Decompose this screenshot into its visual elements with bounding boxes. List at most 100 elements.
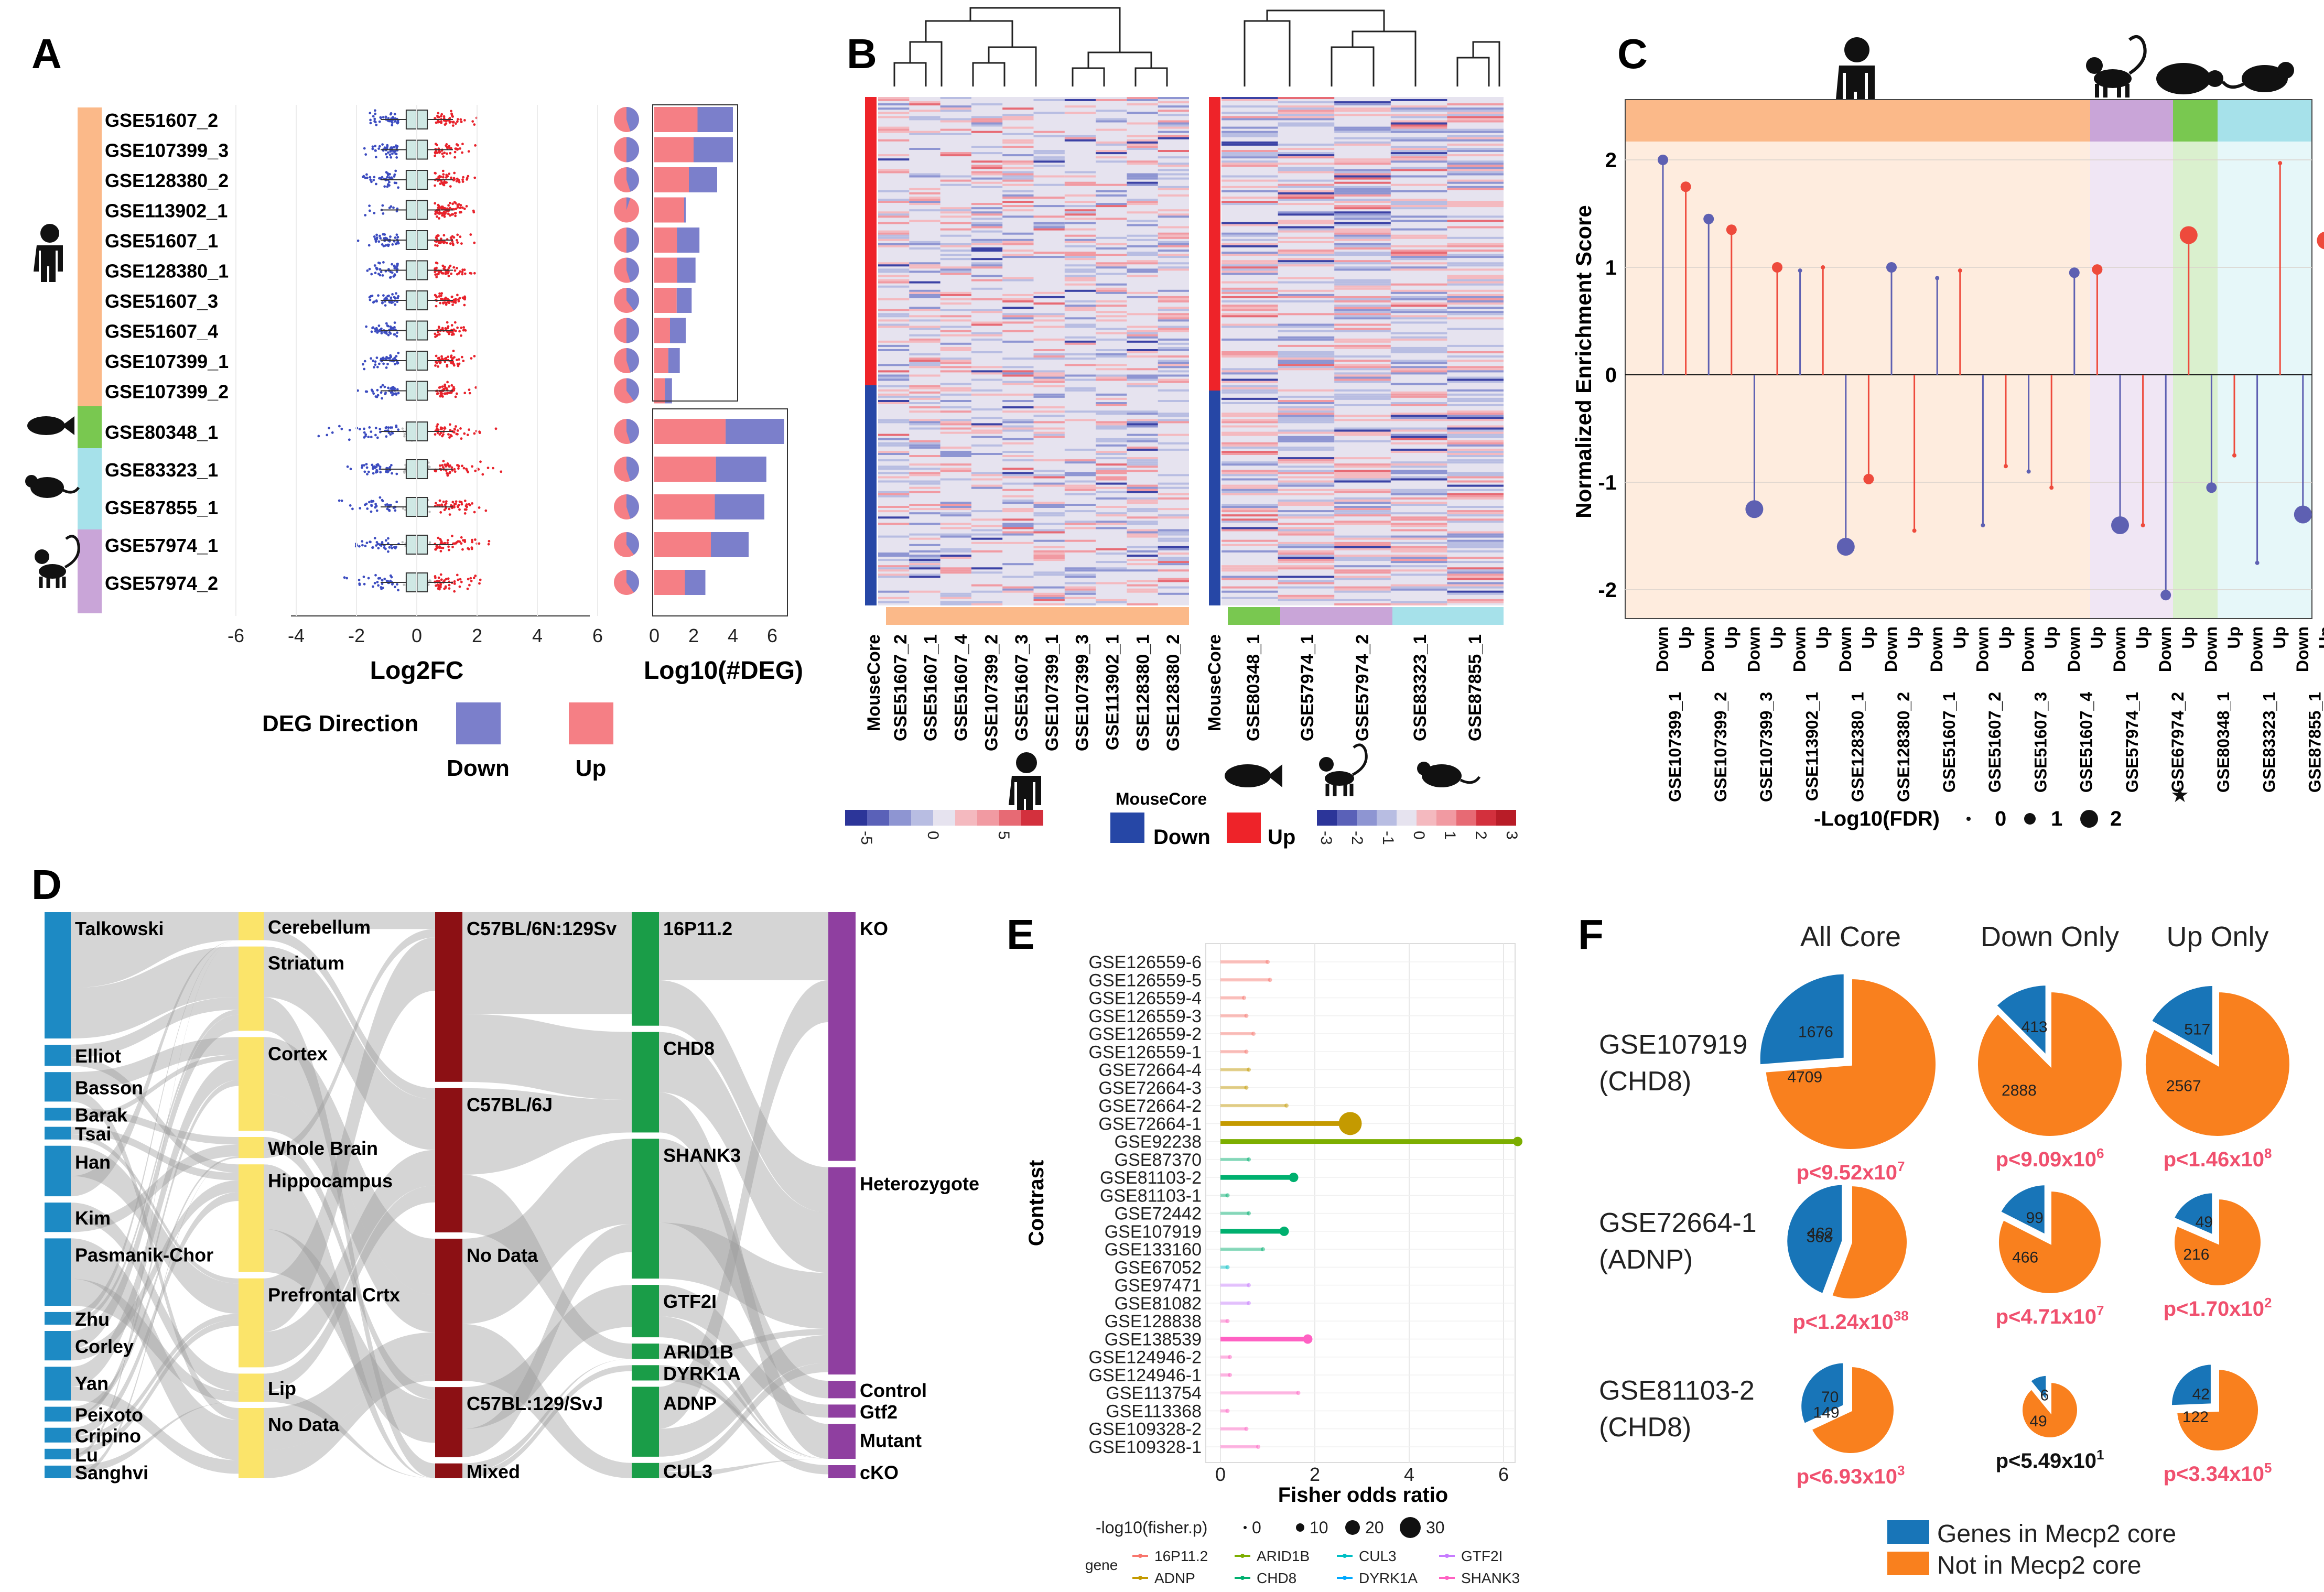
heat-cell <box>1447 114 1504 116</box>
heat-cell <box>1278 116 1335 118</box>
down-point <box>348 429 351 431</box>
up-point <box>440 207 444 210</box>
down-point <box>385 435 388 438</box>
up-point <box>471 502 473 505</box>
heat-cell <box>1334 192 1391 194</box>
heat-cell <box>1390 234 1447 237</box>
heat-cell <box>1222 105 1278 108</box>
up-point <box>450 112 453 115</box>
down-point <box>379 234 381 237</box>
heat-cell <box>1002 254 1034 256</box>
heat-cell <box>1158 126 1189 129</box>
up-point <box>462 297 466 300</box>
down-point <box>374 506 377 509</box>
heat-cell <box>1096 472 1127 474</box>
down-point <box>393 265 396 268</box>
heat-cell <box>1096 287 1127 290</box>
heat-cell <box>878 230 910 233</box>
panel-b: B MouseCore GSE51607_2 GSE51607_1 GSE51607_… <box>845 7 1520 849</box>
heat-cell <box>1064 317 1096 320</box>
heat-cell <box>1127 502 1158 504</box>
up-point <box>473 432 476 435</box>
heat-cell <box>1033 376 1065 379</box>
down-point <box>390 327 393 330</box>
heat-cell <box>909 395 941 398</box>
down-point <box>381 500 384 503</box>
heat-cell <box>909 555 941 557</box>
heat-cell <box>1127 421 1158 424</box>
down-point <box>365 173 368 176</box>
heat-cell <box>1033 319 1065 322</box>
down-point <box>372 467 374 470</box>
up-point <box>462 326 465 329</box>
down-point <box>391 152 394 155</box>
up-point <box>467 578 470 581</box>
up-point <box>460 242 463 245</box>
down-point <box>382 233 385 236</box>
down-point <box>361 466 363 469</box>
deg-legend-title: DEG Direction <box>262 711 418 737</box>
heat-cell <box>909 188 941 190</box>
down-point <box>387 537 390 540</box>
heat-cell <box>971 250 1003 252</box>
heat-cell <box>909 340 941 343</box>
heat-cell <box>1064 222 1096 224</box>
down-point <box>375 541 379 544</box>
up-point <box>466 178 468 181</box>
heat-cell <box>1002 133 1034 135</box>
heat-cell <box>1334 239 1391 241</box>
heat-cell <box>971 224 1003 226</box>
heat-cell <box>1447 110 1504 112</box>
down-point <box>362 576 365 578</box>
up-point <box>443 212 446 215</box>
up-point <box>434 171 437 175</box>
heat-cell <box>1278 211 1335 214</box>
up-point <box>450 176 452 179</box>
up-point <box>439 175 442 178</box>
heat-cell <box>1158 482 1189 485</box>
heat-cell <box>1127 177 1158 180</box>
heat-cell <box>878 236 910 239</box>
up-point <box>442 500 445 503</box>
heat-cell <box>1033 378 1065 381</box>
heat-cell <box>971 334 1003 337</box>
heat-cell <box>1064 389 1096 392</box>
tick-label: 6 <box>592 625 603 646</box>
heat-cell <box>1158 330 1189 332</box>
heat-cell <box>971 218 1003 220</box>
heat-cell <box>1064 268 1096 271</box>
heat-cell <box>878 472 910 474</box>
up-point <box>450 147 452 150</box>
down-point <box>390 296 393 299</box>
heat-cell <box>971 484 1003 487</box>
up-point <box>448 513 451 516</box>
up-point <box>463 268 466 272</box>
down-point <box>374 149 377 152</box>
heat-cell <box>940 455 971 457</box>
up-point <box>439 301 442 305</box>
down-point <box>389 354 392 357</box>
heat-cell <box>1158 434 1189 436</box>
heat-cell <box>1002 482 1034 485</box>
up-point <box>434 267 437 270</box>
down-point <box>383 185 386 188</box>
down-point <box>367 244 371 247</box>
up-point <box>438 464 441 467</box>
up-point <box>452 121 455 124</box>
heat-cell <box>1096 120 1127 123</box>
down-point <box>394 120 397 123</box>
heat-cell <box>1158 559 1189 561</box>
heat-cell <box>1064 307 1096 309</box>
heat-cell <box>940 243 971 245</box>
up-point <box>434 470 437 473</box>
heat-cell <box>1158 234 1189 237</box>
heat-cell <box>1278 169 1335 171</box>
heat-cell <box>1127 234 1158 237</box>
down-point <box>391 124 394 127</box>
legend-up-label: Up <box>576 755 607 781</box>
up-point <box>441 152 444 155</box>
heat-cell <box>1158 165 1189 167</box>
heat-cell <box>1158 563 1189 566</box>
deg-pie-down <box>626 228 639 253</box>
heat-cell <box>1096 548 1127 550</box>
